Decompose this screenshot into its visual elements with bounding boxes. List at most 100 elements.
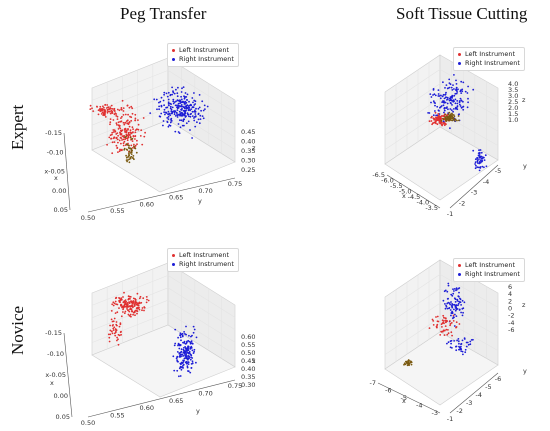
- scatter-point-left: [120, 303, 123, 306]
- scatter-point-right: [185, 349, 188, 352]
- scatter-point-left: [136, 312, 138, 315]
- scatter-point-right: [180, 348, 183, 351]
- scatter-point-left: [116, 115, 119, 118]
- y-tick-label: -2: [459, 199, 465, 207]
- scatter-point-right: [442, 93, 445, 96]
- scatter-point-right: [191, 137, 194, 139]
- scatter-point-right: [472, 88, 475, 91]
- grid-line: [439, 274, 499, 308]
- scatter-point-right: [191, 110, 194, 113]
- scatter-point-left: [125, 130, 128, 132]
- scatter-point-left: [453, 119, 456, 122]
- scatter-point-right: [174, 115, 177, 117]
- scatter-point-right: [178, 110, 181, 113]
- scatter-point-left: [114, 300, 117, 303]
- y-tick-label: 0.70: [198, 389, 212, 397]
- scatter-point-right: [481, 165, 484, 168]
- scatter-point-right: [451, 347, 453, 349]
- scatter-point-right: [179, 112, 182, 115]
- scatter-point-right: [180, 368, 183, 371]
- scatter-point-right: [191, 342, 194, 345]
- scatter-point-left: [96, 105, 98, 108]
- grid-line: [167, 287, 236, 331]
- scatter-point-right: [173, 92, 176, 95]
- scatter-point-right: [432, 100, 435, 103]
- scatter-point-left: [133, 305, 136, 307]
- scatter-point-right: [451, 95, 454, 98]
- scatter-point-right: [451, 305, 453, 308]
- scatter-point-right: [198, 94, 201, 96]
- scatter-point-left: [443, 316, 445, 319]
- scatter-point-left: [132, 157, 134, 159]
- scatter-point-right: [188, 357, 191, 359]
- scatter-point-right: [457, 302, 460, 305]
- scatter-point-right: [456, 300, 459, 302]
- scatter-point-right: [434, 104, 436, 107]
- grid-line: [91, 275, 169, 306]
- scatter-point-right: [453, 290, 455, 292]
- scatter-point-right: [463, 301, 466, 304]
- scatter-point-left: [447, 332, 450, 335]
- scatter-point-left: [120, 130, 123, 133]
- scatter-point-right: [177, 86, 179, 89]
- scatter-point-right: [181, 114, 184, 117]
- scatter-point-right: [177, 102, 180, 105]
- legend-label-right: Right Instrument: [179, 260, 234, 268]
- scatter-point-right: [462, 311, 464, 314]
- scatter-point-left: [111, 141, 114, 144]
- scatter-point-left: [122, 142, 125, 145]
- scatter-point-right: [193, 348, 196, 351]
- scatter-point-right: [167, 110, 170, 113]
- scatter-point-right: [199, 118, 202, 120]
- scatter-point-left: [126, 104, 129, 107]
- scatter-point-right: [445, 107, 448, 109]
- scatter-point-right: [168, 124, 171, 126]
- scatter-point-right: [444, 303, 446, 305]
- scatter-point-left: [123, 134, 125, 137]
- scatter-point-right: [450, 86, 453, 89]
- scatter-point-right: [450, 293, 453, 296]
- scatter-point-left: [100, 109, 103, 112]
- scatter-point-left: [115, 144, 118, 147]
- scatter-point-right: [437, 93, 440, 95]
- scatter-point-right: [158, 115, 161, 118]
- scatter-point-left: [103, 114, 106, 117]
- grid-line: [439, 69, 499, 103]
- scatter-point-left: [116, 138, 119, 141]
- scatter-point-right: [455, 89, 458, 92]
- scatter-point-right: [478, 169, 481, 172]
- scatter-point-right: [464, 90, 467, 93]
- scatter-point-right: [450, 109, 453, 111]
- scatter-point-right: [446, 290, 449, 293]
- scatter-point-right: [447, 108, 449, 111]
- z-tick-label: 0.45: [241, 357, 255, 365]
- scatter-point-left: [110, 137, 113, 140]
- z-axis-label: z: [252, 144, 256, 152]
- scatter-point-left: [433, 117, 435, 120]
- scatter-point-left: [125, 305, 128, 308]
- scatter-point-right: [462, 100, 464, 103]
- scatter-point-left: [455, 321, 458, 324]
- scatter-point-left: [444, 116, 446, 118]
- scatter-point-left: [130, 147, 133, 150]
- scatter-point-left: [431, 318, 434, 321]
- scatter-point-left: [139, 135, 142, 137]
- scatter-point-right: [191, 357, 194, 359]
- scatter-point-left: [108, 136, 111, 139]
- scatter-point-left: [118, 150, 121, 153]
- grid-line: [384, 288, 441, 327]
- scatter-point-left: [145, 301, 148, 304]
- scatter-point-right: [176, 360, 179, 363]
- y-tick-label: -6: [495, 375, 501, 383]
- scatter-point-right: [176, 92, 179, 95]
- scatter-point-left: [123, 305, 126, 307]
- scatter-point-left: [434, 119, 436, 121]
- scatter-point-right: [446, 102, 449, 105]
- scatter-point-right: [183, 331, 186, 333]
- scatter-point-left: [133, 143, 135, 146]
- scatter-point-left: [440, 119, 443, 122]
- scatter-point-left: [119, 133, 122, 136]
- scatter-point-left: [405, 360, 407, 363]
- scatter-point-right: [181, 112, 184, 115]
- scatter-point-right: [203, 104, 206, 107]
